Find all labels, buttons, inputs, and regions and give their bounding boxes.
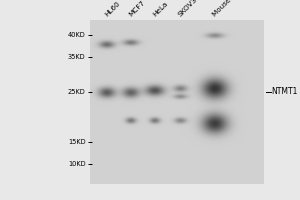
Text: Mouse testis: Mouse testis — [212, 0, 248, 18]
Text: 40KD: 40KD — [68, 32, 85, 38]
Text: HL60: HL60 — [103, 0, 121, 18]
Bar — [0, 184, 300, 200]
Bar — [0, 0, 300, 20]
Text: SKOV3: SKOV3 — [177, 0, 198, 18]
Bar — [264, 0, 300, 200]
Bar — [90, 20, 264, 184]
Text: 15KD: 15KD — [68, 139, 85, 145]
Text: 25KD: 25KD — [68, 89, 85, 95]
Text: MCF7: MCF7 — [128, 0, 146, 18]
Text: HeLa: HeLa — [152, 1, 169, 18]
Text: NTMT1: NTMT1 — [272, 88, 298, 97]
Text: 35KD: 35KD — [68, 54, 85, 60]
Text: 10KD: 10KD — [68, 161, 85, 167]
Bar — [0, 0, 90, 200]
